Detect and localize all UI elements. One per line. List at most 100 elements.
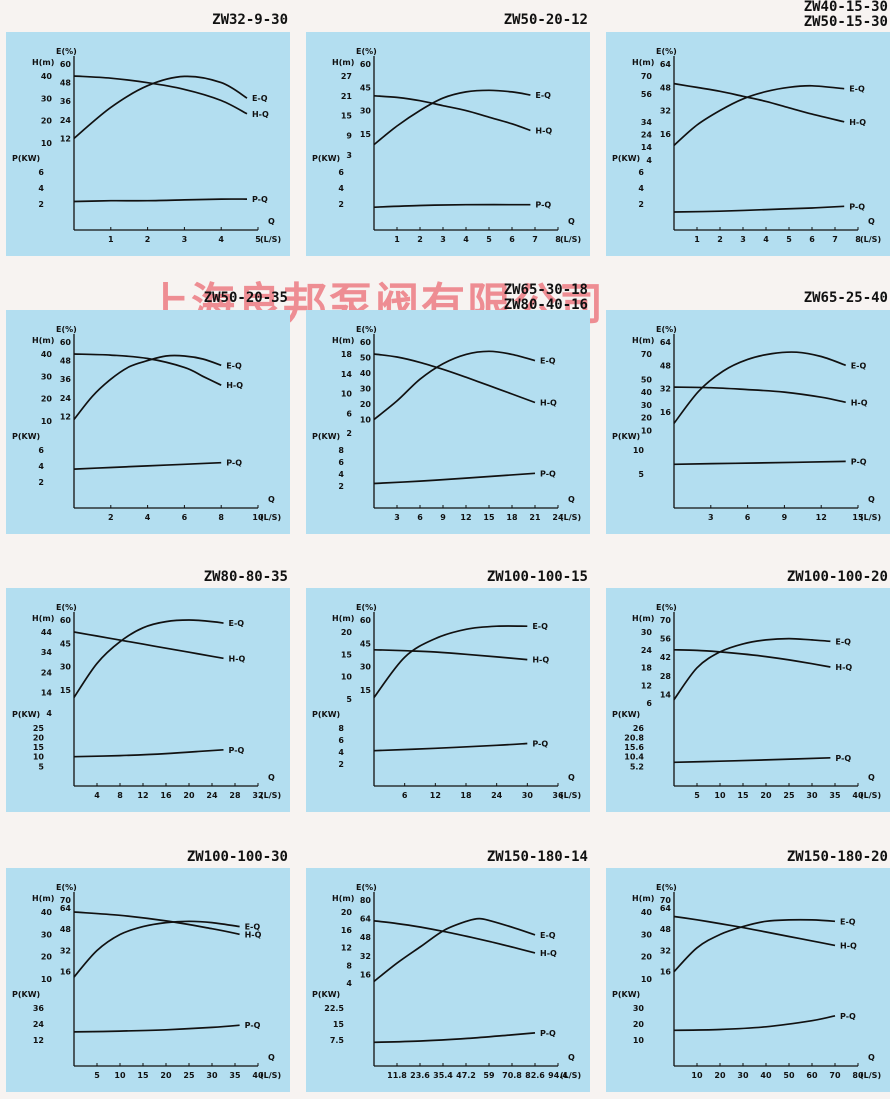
p-axis-label: P(KW) [312, 432, 340, 441]
h-tick-label: 16 [341, 926, 353, 935]
h-axis-label: H(m) [632, 58, 654, 67]
series-line-e-q [373, 350, 536, 421]
x-tick-label: 30 [806, 791, 818, 800]
pump-curve-chart: 1 2 3 4 5 6 7 8Q(L/S)16324864E(%)41424345670H(m… [612, 47, 881, 244]
series-label: H-Q [835, 663, 852, 672]
h-tick-label: 2 [346, 429, 352, 438]
h-tick-label: 18 [641, 664, 653, 673]
p-tick-label: 5 [638, 470, 644, 479]
x-axis-unit: (L/S) [260, 235, 281, 244]
x-axis-unit: (L/S) [260, 513, 281, 522]
series-label: E-Q [226, 361, 242, 370]
pump-curve-chart: 5 10 15 20 25 30 35 40 Q (L/S) 14 28 42 56 70 E(%) 6 12 18… [612, 603, 881, 800]
e-tick-label: 70 [660, 616, 672, 625]
series-line-e-q [673, 351, 846, 424]
e-tick-label: 60 [360, 60, 372, 69]
pump-curve-chart: 4 8 12 16 20 24 28 32 Q (L/S) 15 30 45 60 E(%) 4 14 24 34 4… [12, 603, 281, 800]
e-tick-label: 48 [660, 361, 672, 370]
p-tick-label: 2 [338, 482, 344, 491]
h-tick-label: 40 [41, 72, 53, 81]
series-line-e-q [73, 619, 224, 698]
pump-curve-chart: 11.8 23.6 35.4 47.2 59 70.8 82.6 94.4Q (L/S) 16 32… [312, 883, 581, 1080]
series-line-p-q [673, 756, 831, 764]
x-tick-label: 5 [694, 791, 700, 800]
h-tick-label: 10 [41, 975, 53, 984]
chart-panel [306, 868, 590, 1092]
x-axis-unit: (L/S) [860, 235, 881, 244]
e-tick-label: 16 [360, 970, 372, 979]
h-axis-label: H(m) [632, 614, 654, 623]
x-tick-label: 40 [252, 1071, 264, 1080]
x-tick-label: 35 [829, 791, 841, 800]
h-tick-label: 9 [346, 131, 352, 140]
x-axis-unit: (L/S) [260, 791, 281, 800]
x-axis-label: Q [268, 1053, 275, 1062]
chart-title: ZW65-25-40 [803, 290, 888, 306]
p-tick-label: 5.2 [630, 762, 644, 771]
h-tick-label: 34 [41, 648, 53, 657]
e-tick-label: 36 [60, 97, 72, 106]
x-tick-label: 3 [182, 235, 188, 244]
h-tick-label: 70 [641, 350, 653, 359]
p-tick-label: 10 [633, 1036, 645, 1045]
x-tick-label: 20 [160, 1071, 172, 1080]
e-tick-label: 12 [60, 412, 71, 421]
x-tick-label: 2 [108, 513, 114, 522]
h-tick-label: 10 [641, 426, 653, 435]
e-axis-label: E(%) [656, 47, 677, 56]
h-tick-label: 15 [341, 650, 353, 659]
e-tick-label: 30 [60, 663, 72, 672]
x-tick-label: 4 [145, 513, 151, 522]
x-tick-label: 11.8 [387, 1071, 407, 1080]
e-tick-label: 60 [360, 616, 372, 625]
chart-panel [606, 310, 890, 534]
x-tick-label: 24 [206, 791, 218, 800]
h-tick-label: 15 [341, 112, 353, 121]
h-axis-label: H(m) [632, 336, 654, 345]
chart-panel [306, 32, 590, 256]
h-tick-label: 30 [41, 94, 53, 103]
series-line-p-q [73, 461, 222, 470]
p-tick-label: 22.5 [324, 1004, 344, 1013]
x-tick-label: 5 [255, 235, 261, 244]
series-line-h-q [73, 631, 224, 660]
e-axis-label: E(%) [56, 325, 77, 334]
x-tick-label: 7 [832, 235, 838, 244]
series-line-h-q [73, 911, 240, 936]
e-tick-label: 32 [660, 107, 671, 116]
e-tick-label: 24 [60, 394, 72, 403]
e-tick-label: 15 [360, 130, 372, 139]
e-axis-label: E(%) [656, 603, 677, 612]
x-tick-label: 7 [532, 235, 538, 244]
p-tick-label: 2 [338, 760, 344, 769]
chart-title: ZW100-100-15 [486, 569, 588, 585]
p-tick-label: 6 [338, 736, 344, 745]
p-tick-label: 24 [33, 1020, 45, 1029]
chart-title: ZW40-15-30 ZW50-15-30 [803, 0, 888, 30]
p-tick-label: 26 [633, 724, 645, 733]
e-axis-label: E(%) [356, 883, 377, 892]
e-tick-label: 16 [660, 130, 672, 139]
e-tick-label: 50 [360, 354, 372, 363]
series-label: H-Q [252, 110, 269, 119]
series-line-h-q [673, 386, 846, 404]
e-tick-label: 60 [60, 60, 72, 69]
x-tick-label: 82.6 [525, 1071, 545, 1080]
e-tick-label: 45 [360, 83, 372, 92]
h-tick-label: 14 [41, 689, 53, 698]
h-tick-label: 10 [341, 390, 353, 399]
series-label: P-Q [851, 457, 867, 466]
h-tick-label: 27 [341, 72, 352, 81]
series-line-h-q [673, 915, 836, 947]
p-tick-label: 4 [338, 184, 344, 193]
x-tick-label: 10 [252, 513, 264, 522]
series-line-e-q [373, 917, 536, 983]
e-tick-label: 40 [360, 369, 372, 378]
e-tick-label: 36 [60, 375, 72, 384]
x-tick-label: 15 [737, 791, 749, 800]
h-axis-label: H(m) [332, 58, 354, 67]
p-tick-label: 20 [633, 1020, 645, 1029]
x-axis-unit: (L/S) [860, 513, 881, 522]
h-axis-label: H(m) [332, 614, 354, 623]
